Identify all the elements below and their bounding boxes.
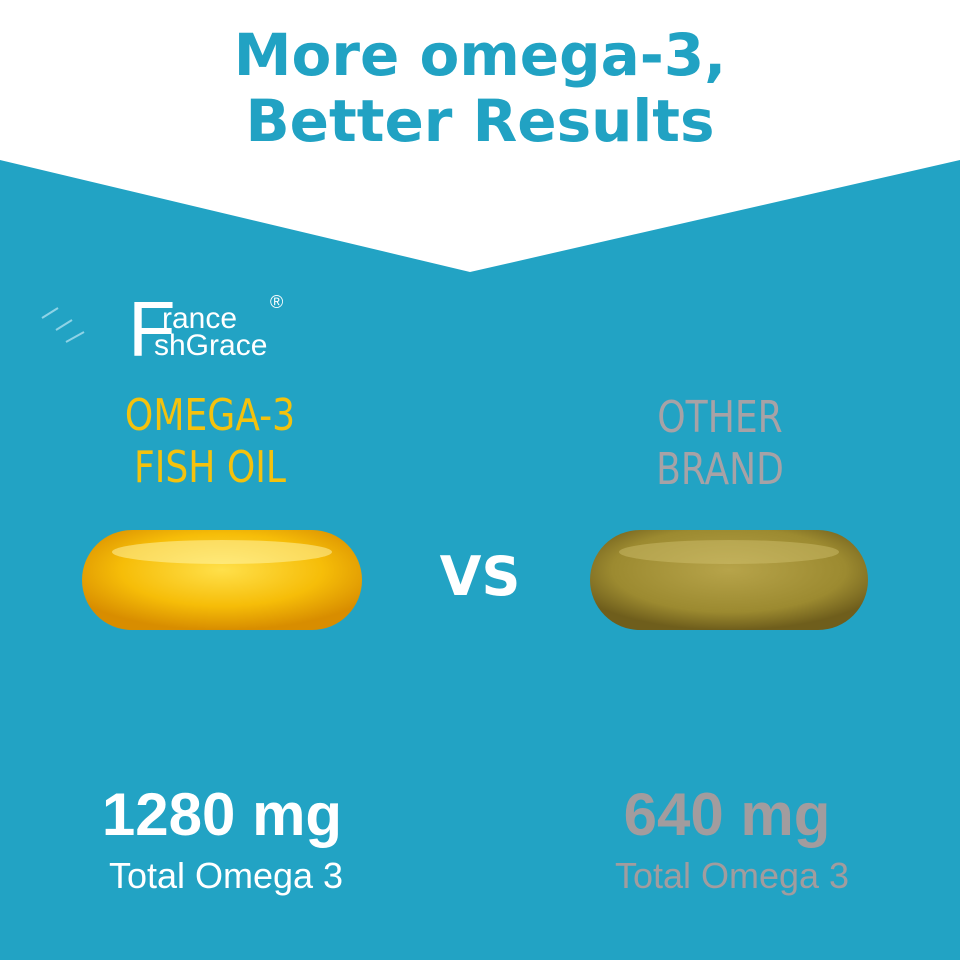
competitor-name-line-1: OTHER	[657, 392, 783, 443]
headline: More omega-3, Better Results	[0, 22, 960, 154]
headline-line-1: More omega-3,	[233, 21, 727, 89]
competitor-capsule	[590, 530, 868, 630]
logo-initial: F	[128, 285, 176, 373]
headline-line-2: Better Results	[245, 87, 715, 155]
product-amount-label: Total Omega 3	[108, 855, 344, 896]
product-name: OMEGA-3 FISH OIL	[87, 390, 333, 494]
competitor-name: OTHER BRAND	[597, 392, 843, 496]
product-name-line-2: FISH OIL	[133, 442, 287, 493]
product-name-line-1: OMEGA-3	[124, 390, 296, 441]
logo-line-1: rance	[162, 302, 238, 335]
product-amount: 1280 mg	[101, 781, 343, 848]
registered-mark: ®	[270, 292, 284, 312]
brand-logo: F rance shGrace ®	[128, 290, 308, 368]
logo-line-2: shGrace	[154, 329, 268, 362]
vs-label: VS	[439, 545, 521, 608]
competitor-amount-label: Total Omega 3	[614, 855, 850, 896]
speed-lines-decoration	[41, 307, 85, 343]
competitor-name-line-2: BRAND	[656, 444, 784, 495]
competitor-amount: 640 mg	[623, 781, 831, 848]
